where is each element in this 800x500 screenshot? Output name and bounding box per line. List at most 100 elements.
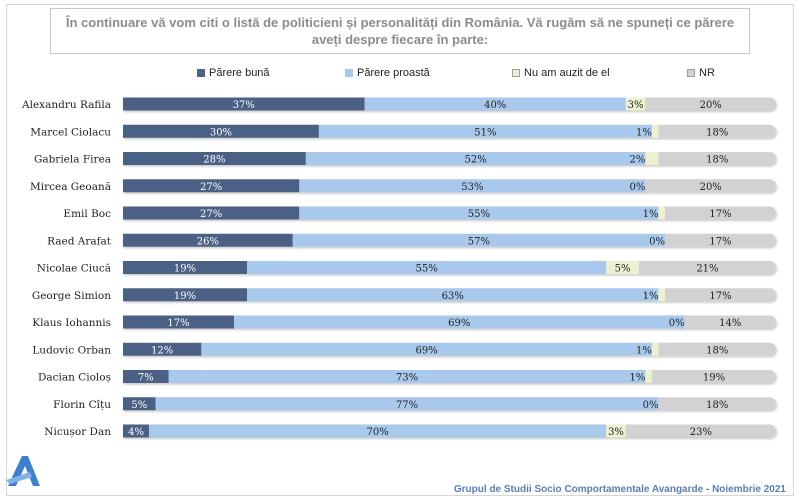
bar-segment-good bbox=[123, 152, 306, 165]
data-label-good: 17% bbox=[167, 318, 189, 329]
bar-segment-good bbox=[123, 370, 169, 383]
category-label: Ludovic Orban bbox=[32, 344, 111, 356]
bar-segment-good bbox=[123, 315, 235, 329]
bar-row: Ludovic Orban 12% 69% 1% 18% bbox=[32, 342, 777, 356]
data-label-bad: 55% bbox=[468, 209, 490, 220]
bar-segment-nr bbox=[651, 370, 777, 383]
data-label-unknown: 0% bbox=[649, 236, 665, 247]
bar-segment-unknown bbox=[658, 288, 665, 302]
bar-row: Florin Cîțu 5% 77% 0% 18% bbox=[53, 397, 777, 411]
bar-segment-nr bbox=[684, 315, 777, 329]
data-label-nr: 14% bbox=[719, 318, 741, 329]
bar-segment-nr bbox=[645, 97, 776, 111]
footer-source: Grupul de Studii Socio Comportamentale A… bbox=[453, 484, 786, 495]
data-label-good: 37% bbox=[233, 100, 255, 111]
data-label-bad: 51% bbox=[474, 127, 496, 138]
category-label: Mircea Geoană bbox=[30, 181, 111, 193]
question-box: În continuare vă vom citi o listă de pol… bbox=[50, 8, 750, 54]
bar-segment-good bbox=[123, 206, 300, 220]
bar-segment-bad bbox=[149, 424, 607, 438]
category-label: Nicușor Dan bbox=[44, 426, 111, 438]
bar-segment-unknown bbox=[606, 261, 639, 274]
bar-segment-bad bbox=[168, 370, 646, 383]
data-label-unknown: 1% bbox=[636, 345, 652, 356]
data-label-nr: 19% bbox=[703, 373, 725, 384]
data-label-nr: 17% bbox=[709, 236, 731, 247]
bar-row: Marcel Ciolacu 30% 51% 1% 18% bbox=[30, 124, 777, 138]
bar-segment-nr bbox=[645, 179, 777, 193]
category-label: Klaus Iohannis bbox=[32, 317, 111, 329]
legend-swatch-good bbox=[197, 69, 205, 77]
legend-label-nr: NR bbox=[699, 67, 715, 79]
category-label: Nicolae Ciucă bbox=[37, 263, 111, 275]
data-label-good: 12% bbox=[151, 345, 173, 356]
category-label: Dacian Cioloș bbox=[38, 372, 111, 384]
bar-row: Emil Boc 27% 55% 1% 17% bbox=[63, 206, 777, 220]
data-label-good: 5% bbox=[131, 400, 147, 411]
bar-segment-bad bbox=[155, 397, 659, 411]
legend-swatch-nr bbox=[687, 69, 695, 77]
bar-row: George Simion 19% 63% 1% 17% bbox=[32, 288, 777, 302]
data-label-nr: 18% bbox=[706, 155, 728, 166]
bar-row: Dacian Cioloș 7% 73% 1% 19% bbox=[38, 370, 777, 384]
data-label-unknown: 1% bbox=[643, 209, 659, 220]
bar-segment-nr bbox=[664, 288, 777, 302]
bar-row: Gabriela Firea 28% 52% 2% 18% bbox=[34, 152, 777, 166]
bar-segment-bad bbox=[247, 288, 659, 302]
legend-item-nr: NR bbox=[687, 67, 715, 79]
bar-segment-bad bbox=[299, 179, 646, 193]
category-label: Gabriela Firea bbox=[34, 154, 111, 166]
data-label-good: 28% bbox=[203, 155, 225, 166]
bar-segment-nr bbox=[625, 424, 777, 438]
legend-item-bad: Părere proastă bbox=[345, 67, 430, 79]
data-label-unknown: 5% bbox=[615, 264, 631, 275]
data-label-bad: 77% bbox=[396, 400, 418, 411]
bar-segment-unknown bbox=[625, 97, 646, 111]
legend-swatch-bad bbox=[345, 69, 353, 77]
data-label-unknown: 1% bbox=[643, 291, 659, 302]
bar-segment-bad bbox=[364, 97, 626, 111]
data-label-nr: 18% bbox=[706, 127, 728, 138]
bar-row: Raed Arafat 26% 57% 0% 17% bbox=[47, 233, 777, 247]
legend-label-bad: Părere proastă bbox=[357, 67, 430, 79]
bar-segment-nr bbox=[658, 152, 777, 165]
data-label-bad: 63% bbox=[442, 291, 464, 302]
bar-row: Klaus Iohannis 17% 69% 0% 14% bbox=[32, 315, 777, 329]
data-label-unknown: 2% bbox=[630, 155, 646, 166]
data-label-unknown: 0% bbox=[669, 318, 685, 329]
data-label-unknown: 0% bbox=[630, 182, 646, 193]
data-label-good: 27% bbox=[200, 182, 222, 193]
data-label-bad: 73% bbox=[396, 373, 418, 384]
bar-segment-nr bbox=[638, 261, 777, 274]
bar-row: Nicolae Ciucă 19% 55% 5% 21% bbox=[37, 261, 777, 275]
bar-segment-good bbox=[123, 424, 150, 438]
bar-segment-bad bbox=[247, 261, 607, 274]
bar-row: Alexandru Rafila 37% 40% 3% 20% bbox=[21, 97, 776, 111]
legend-label-unknown: Nu am auzit de el bbox=[524, 67, 610, 79]
bar-segment-nr bbox=[658, 124, 777, 138]
bar-segment-bad bbox=[318, 124, 652, 138]
data-label-unknown: 1% bbox=[636, 127, 652, 138]
bar-segment-nr bbox=[658, 342, 777, 356]
bar-segment-bad bbox=[234, 315, 685, 329]
data-label-unknown: 3% bbox=[628, 100, 644, 111]
data-label-nr: 18% bbox=[706, 345, 728, 356]
category-label: Florin Cîțu bbox=[53, 399, 111, 411]
category-label: George Simion bbox=[32, 290, 111, 302]
category-label: Marcel Ciolacu bbox=[30, 126, 111, 138]
bar-segment-bad bbox=[305, 152, 646, 165]
legend-item-unknown: Nu am auzit de el bbox=[512, 67, 610, 79]
bar-segment-unknown bbox=[645, 152, 659, 165]
bar-segment-good bbox=[123, 179, 300, 193]
data-label-unknown: 1% bbox=[630, 373, 646, 384]
data-label-good: 4% bbox=[128, 427, 144, 438]
bar-segment-good bbox=[123, 342, 202, 356]
data-label-good: 30% bbox=[210, 127, 232, 138]
data-label-bad: 70% bbox=[367, 427, 389, 438]
bar-row: Nicușor Dan 4% 70% 3% 23% bbox=[44, 424, 777, 438]
data-label-nr: 20% bbox=[700, 100, 722, 111]
data-label-bad: 52% bbox=[465, 155, 487, 166]
slide-frame bbox=[6, 4, 794, 496]
bar-segment-unknown bbox=[606, 424, 626, 438]
data-label-nr: 21% bbox=[696, 264, 718, 275]
